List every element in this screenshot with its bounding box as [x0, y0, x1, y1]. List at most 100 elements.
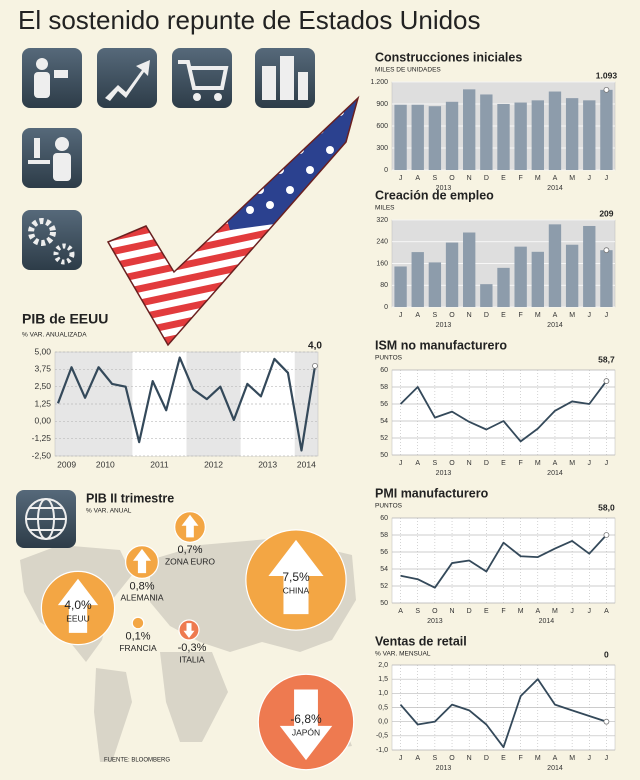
x-tick-label: A — [415, 175, 420, 182]
chart-subtitle: % VAR. ANUALIZADA — [22, 332, 87, 339]
x-tick-label: M — [535, 175, 541, 182]
year-label: 2013 — [436, 322, 452, 329]
bar — [428, 106, 442, 170]
x-tick-label: E — [484, 608, 489, 615]
chart-subtitle: PUNTOS — [375, 503, 403, 510]
y-tick-label: 320 — [376, 217, 388, 224]
line — [399, 380, 608, 443]
chart-line: PMI manufacturero PUNTOS 2013 2014 50 52 54 56 5… — [375, 486, 616, 625]
bar — [428, 262, 442, 307]
chart-title: PIB de EEUU — [22, 311, 108, 327]
chart-title: PIB II trimestre — [86, 491, 174, 505]
x-tick-label: M — [569, 312, 575, 319]
x-tick-label: E — [501, 312, 506, 319]
bar — [583, 100, 596, 170]
year-label: 2014 — [547, 185, 563, 192]
bar — [463, 232, 476, 307]
x-tick-label: J — [605, 755, 609, 762]
chart-title: ISM no manufacturero — [375, 338, 507, 352]
x-tick-label: D — [484, 312, 489, 319]
y-tick-label: 50 — [380, 600, 388, 607]
y-tick-label: 3,75 — [34, 364, 51, 374]
year-label: 2013 — [436, 470, 452, 477]
chart-subtitle: PUNTOS — [375, 355, 403, 362]
value-label: 4,0 — [308, 341, 322, 352]
value-label: 0 — [604, 649, 609, 659]
x-tick-label: F — [519, 312, 523, 319]
x-tick-label: A — [553, 460, 558, 467]
x-tick-label: M — [535, 460, 541, 467]
y-tick-label: 56 — [380, 549, 388, 556]
y-tick-label: 0,0 — [378, 719, 388, 726]
x-tick-label: A — [415, 312, 420, 319]
x-tick-label: J — [605, 460, 609, 467]
bar — [565, 98, 579, 170]
country-label: CHINA — [283, 585, 310, 595]
last-point — [603, 378, 610, 384]
bar — [411, 252, 424, 307]
chart-line: ISM no manufacturero PUNTOS 2013 2014 50 52 54… — [375, 338, 616, 477]
country-label: FRANCIA — [119, 643, 157, 653]
value-label: -6,8% — [290, 712, 322, 726]
x-tick-label: M — [552, 608, 558, 615]
x-tick-label: A — [415, 460, 420, 467]
x-tick-label: M — [535, 312, 541, 319]
y-tick-label: 52 — [380, 435, 388, 442]
chart-title: Construcciones iniciales — [375, 50, 522, 64]
y-tick-label: 54 — [380, 566, 388, 573]
x-tick-label: A — [553, 312, 558, 319]
y-tick-label: 1.200 — [370, 79, 388, 86]
x-tick-label: J — [399, 312, 403, 319]
bar — [411, 104, 424, 170]
bar — [514, 246, 527, 307]
line — [56, 356, 317, 452]
x-tick-label: A — [398, 608, 403, 615]
bar — [531, 100, 544, 170]
year-label: 2013 — [427, 618, 443, 625]
y-tick-label: 0,00 — [34, 416, 51, 426]
bar — [548, 224, 562, 307]
country-label: ALEMANIA — [121, 593, 164, 603]
bar — [600, 89, 613, 170]
x-tick-label: O — [449, 312, 455, 319]
page-title: El sostenido repunte de Estados Unidos — [18, 5, 481, 35]
y-tick-label: -1,25 — [32, 433, 52, 443]
chart-bubble: PIB II trimestre % VAR. ANUAL 4,0%EEUU 7,5%… — [40, 491, 355, 771]
y-tick-label: -0,5 — [376, 733, 388, 740]
arrow — [183, 623, 195, 639]
year-label: 2014 — [547, 765, 563, 772]
chart-line: PIB de EEUU % VAR. ANUALIZADA 2009 2010 2011… — [22, 311, 322, 470]
arrow — [268, 539, 324, 615]
last-point — [603, 86, 610, 93]
bar — [445, 101, 459, 170]
x-tick-label: J — [399, 755, 403, 762]
x-tick-label: N — [467, 312, 472, 319]
x-tick-label: S — [415, 608, 420, 615]
x-tick-label: J — [588, 312, 592, 319]
x-tick-label: D — [484, 755, 489, 762]
arrow — [279, 689, 333, 761]
x-tick-label: J — [588, 608, 592, 615]
year-label: 2013 — [258, 459, 277, 469]
y-tick-label: 160 — [376, 260, 388, 267]
last-point — [312, 362, 318, 369]
x-tick-label: A — [535, 608, 540, 615]
x-tick-label: M — [535, 755, 541, 762]
source: FUENTE: BLOOMBERG — [104, 758, 170, 764]
value-label: 209 — [599, 208, 613, 218]
chart-title: Ventas de retail — [375, 634, 467, 648]
x-tick-label: A — [415, 755, 420, 762]
bar — [394, 266, 407, 307]
y-tick-label: 900 — [376, 101, 388, 108]
x-tick-label: J — [588, 460, 592, 467]
y-tick-label: 60 — [380, 367, 388, 374]
bubble — [131, 616, 145, 630]
arrow — [57, 578, 99, 633]
bar — [583, 225, 596, 307]
year-label: 2013 — [436, 765, 452, 772]
bar — [565, 244, 579, 307]
x-tick-label: N — [467, 460, 472, 467]
chart-title: PMI manufacturero — [375, 486, 489, 500]
chart-subtitle: % VAR. ANUAL — [86, 508, 132, 515]
